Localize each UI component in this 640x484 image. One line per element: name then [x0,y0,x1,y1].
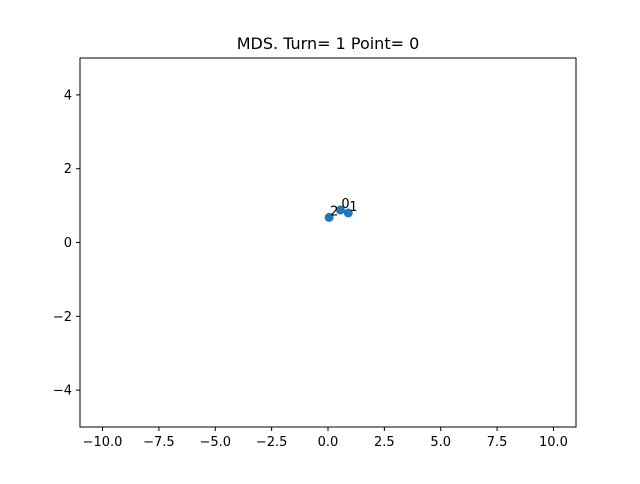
y-tick-label: 4 [64,88,72,103]
y-tick-label: 2 [64,162,72,177]
x-tick-label: 2.5 [374,435,395,450]
data-point-label-2: 2 [330,204,338,219]
data-points: 0 12 [324,197,358,222]
y-tick-label: −2 [53,310,72,325]
plot-area-frame [79,57,577,428]
x-tick-label: 0.0 [318,435,339,450]
y-axis-ticks: −4 −2 0 2 4 [53,88,80,399]
data-point-2 [324,212,334,222]
x-axis-ticks: −10.0 −7.5 −5.0 −2.5 0.0 2.5 5.0 7.5 10.0 [83,427,568,450]
x-tick-label: 10.0 [539,435,568,450]
x-tick-label: −10.0 [83,435,123,450]
data-point-0 [335,205,345,215]
x-tick-label: 5.0 [430,435,451,450]
data-point-label-1: 1 [349,200,357,215]
x-tick-label: −7.5 [143,435,175,450]
y-tick-label: 0 [64,236,72,251]
data-point-label-0: 0 [341,197,349,212]
data-point-1 [343,208,353,218]
y-tick-label: −4 [53,384,72,399]
x-tick-label: −5.0 [199,435,231,450]
chart-title: MDS. Turn= 1 Point= 0 [237,34,420,53]
x-tick-label: 7.5 [487,435,508,450]
x-tick-label: −2.5 [256,435,288,450]
